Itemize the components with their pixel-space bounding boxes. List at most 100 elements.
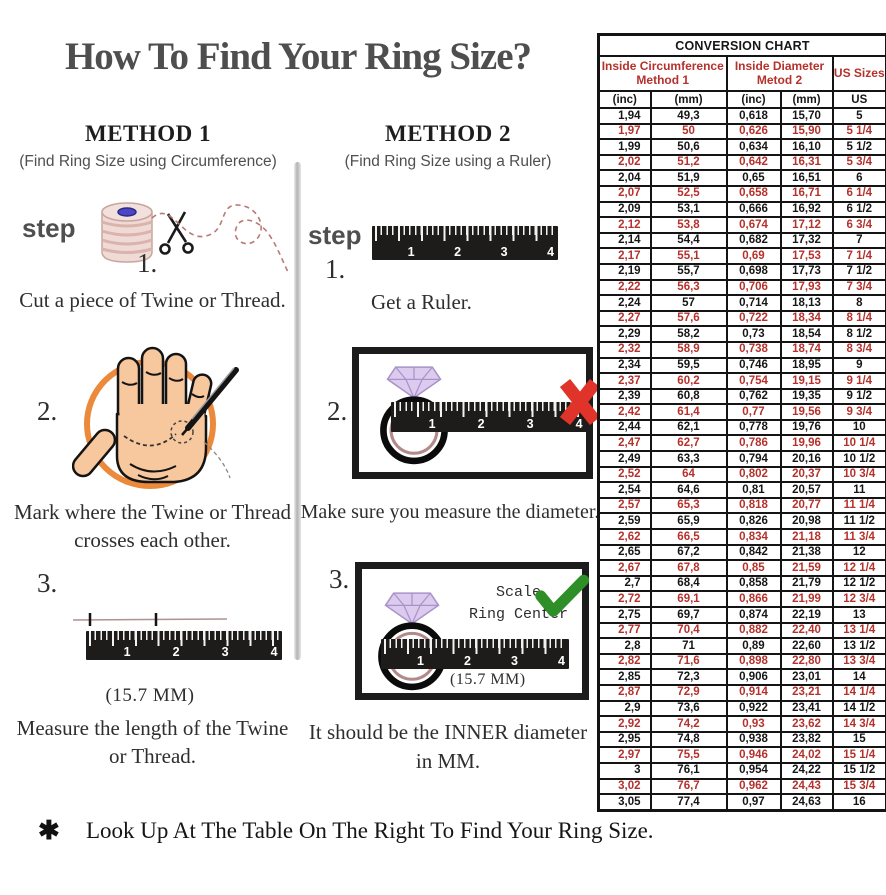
table-cell: 10 1/2: [831, 450, 886, 468]
method1-step3-number: 3.: [37, 568, 58, 598]
method1-step3-caption: Measure the length of the Twine or Threa…: [16, 716, 289, 768]
subheader-us: US: [831, 90, 886, 109]
table-cell: 2,87: [597, 683, 652, 702]
table-cell: 69,7: [649, 606, 728, 624]
table-cell: 9: [831, 356, 886, 375]
table-cell: 2,77: [597, 621, 652, 640]
table-cell: 2,9: [597, 699, 652, 718]
table-cell: 2,52: [597, 465, 652, 484]
table-row: 2,02 51,2 0,642 16,31 5 3/4: [597, 153, 886, 172]
table-row: 2,8 71 0,89 22,60 13 1/2: [597, 637, 886, 655]
table-cell: 9 3/4: [831, 403, 886, 421]
table-cell: 77,4: [649, 793, 728, 812]
table-cell: 55,7: [649, 262, 728, 281]
table-cell: 58,9: [649, 340, 728, 359]
table-cell: 2,12: [597, 216, 652, 234]
table-cell: 5 1/4: [831, 122, 886, 141]
table-row: 2,09 53,1 0,666 16,92 6 1/2: [597, 200, 886, 219]
table-cell: 70,4: [649, 621, 728, 640]
table-cell: 0,874: [725, 606, 782, 624]
table-row: 2,7 68,4 0,858 21,79 12 1/2: [597, 574, 886, 593]
ruler-number: 4: [575, 417, 583, 431]
table-cell: 18,13: [779, 294, 834, 312]
table-cell: 61,4: [649, 403, 728, 421]
table-cell: 19,76: [779, 418, 834, 437]
table-cell: 76,1: [649, 761, 728, 780]
ruler-number: 1: [428, 417, 436, 431]
table-cell: 15,90: [779, 122, 834, 141]
table-cell: 67,8: [649, 559, 728, 577]
table-cell: 21,38: [779, 543, 834, 562]
diamond-icon: [386, 366, 442, 399]
check-mark-icon: [535, 574, 590, 617]
correct-measurement-frame: Scale Ring Center 1 2 3 4 (15.7 MM): [355, 562, 590, 700]
table-cell: 14 1/2: [831, 699, 886, 718]
table-cell: 2,22: [597, 278, 652, 297]
table-cell: 2,42: [597, 403, 652, 421]
table-cell: 76,7: [649, 777, 728, 796]
table-cell: 12 1/2: [831, 574, 886, 593]
table-cell: 51,9: [649, 169, 728, 187]
table-cell: 8: [831, 294, 886, 312]
table-cell: 15 1/4: [831, 746, 886, 764]
method2-step3-number: 3.: [329, 564, 350, 594]
table-cell: 55,1: [649, 247, 728, 265]
table-cell: 63,3: [649, 450, 728, 468]
table-row: 2,37 60,2 0,754 19,15 9 1/4: [597, 372, 886, 390]
table-cell: 0,738: [725, 340, 782, 359]
ruler-number: 2: [454, 245, 462, 259]
ruler: 1 2 3 4: [372, 226, 558, 260]
twine-stripes: [101, 220, 153, 254]
table-cell: 16,31: [779, 153, 834, 172]
table-cell: 17,53: [779, 247, 834, 265]
table-row: 2,07 52,5 0,658 16,71 6 1/4: [597, 184, 886, 203]
ruler-number: 2: [463, 654, 471, 668]
table-cell: 23,41: [779, 699, 834, 718]
scissors-icon: [159, 211, 194, 255]
group-header-line: Metod 2: [756, 72, 803, 87]
table-cell: 1,99: [597, 138, 652, 156]
table-cell: 0,922: [725, 699, 782, 718]
table-cell: 0,65: [725, 169, 782, 187]
table-cell: 74,8: [649, 730, 728, 749]
twine-mark-arc: [123, 433, 177, 447]
ruler-number: 3: [526, 417, 534, 431]
table-cell: 0,802: [725, 465, 782, 484]
table-cell: 21,18: [779, 528, 834, 546]
table-row: 2,29 58,2 0,73 18,54 8 1/2: [597, 325, 886, 343]
table-cell: 0,674: [725, 216, 782, 234]
table-cell: 2,14: [597, 231, 652, 250]
table-cell: 16,51: [779, 169, 834, 187]
table-cell: 57: [649, 294, 728, 312]
table-cell: 0,818: [725, 496, 782, 515]
table-subheader-row: (inc) (mm) (inc) (mm) US: [597, 90, 886, 109]
table-cell: 8 3/4: [831, 340, 886, 359]
scale-note-line2: Ring Center: [468, 606, 568, 623]
scale-note-line1: Scale: [495, 584, 541, 601]
table-cell: 53,8: [649, 216, 728, 234]
table-cell: 2,8: [597, 637, 652, 655]
table-cell: 2,47: [597, 434, 652, 453]
thread-curve: [151, 204, 290, 275]
ruler-numbers: 1 2 3 4: [381, 654, 569, 669]
method1-step1-caption: Cut a piece of Twine or Thread.: [19, 288, 286, 312]
ruler-major-ticks: [375, 226, 555, 241]
table-row: 2,87 72,9 0,914 23,21 14 1/4: [597, 683, 886, 702]
conversion-table-body: 1,94 49,3 0,618 15,70 5 1,97 50 0,626 15,90 5 1/4…: [597, 107, 886, 812]
hand-creases: [121, 371, 205, 481]
table-cell: 2,57: [597, 496, 652, 515]
table-row: 2,19 55,7 0,698 17,73 7 1/2: [597, 262, 886, 281]
table-row: 2,65 67,2 0,842 21,38 12: [597, 543, 886, 562]
table-row: 2,47 62,7 0,786 19,96 10 1/4: [597, 434, 886, 453]
table-cell: 12 1/4: [831, 559, 886, 577]
table-cell: 22,19: [779, 606, 834, 624]
table-row: 2,92 74,2 0,93 23,62 14 3/4: [597, 715, 886, 733]
table-cell: 2,7: [597, 574, 652, 593]
table-cell: 0,85: [725, 559, 782, 577]
method2-step3-caption: It should be the INNER diameter in MM.: [308, 720, 588, 773]
table-row: 2,14 54,4 0,682 17,32 7: [597, 231, 886, 250]
table-cell: 2,44: [597, 418, 652, 437]
table-cell: 0,786: [725, 434, 782, 453]
table-row: 2,17 55,1 0,69 17,53 7 1/4: [597, 247, 886, 265]
table-cell: 0,666: [725, 200, 782, 219]
